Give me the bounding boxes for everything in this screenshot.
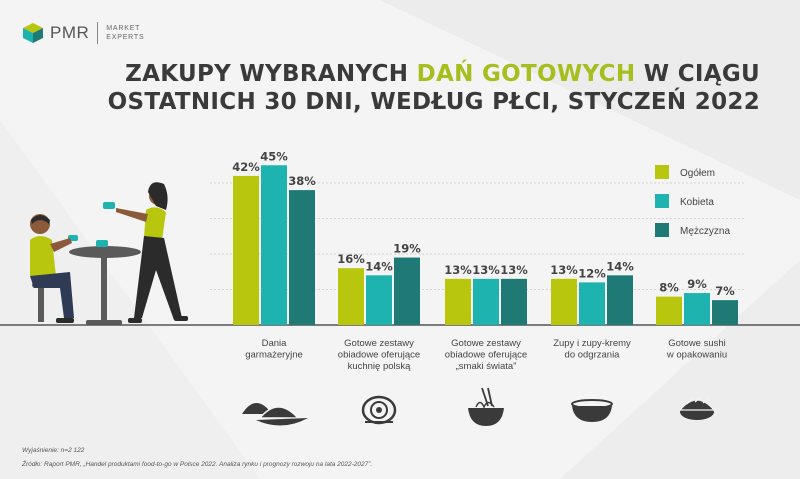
pasta-plate-icon	[361, 395, 397, 425]
bar	[366, 275, 392, 325]
bar	[289, 190, 315, 325]
data-label: 14%	[365, 259, 393, 273]
man-arm	[50, 238, 72, 252]
footnote-explanation: Wyjaśnienie: n=2 122	[22, 447, 85, 454]
bar	[445, 278, 471, 325]
bar	[473, 278, 499, 325]
category-label: Gotowe zestawy obiadowe oferujące „smaki ś…	[445, 338, 527, 372]
woman-shirt	[144, 207, 166, 240]
category-icons	[242, 387, 716, 426]
legend-swatch	[655, 165, 669, 179]
man-hair	[31, 215, 50, 224]
data-label: 13%	[500, 263, 528, 277]
logo-divider	[97, 22, 99, 44]
legend-label: Ogółem	[680, 168, 715, 179]
bar	[656, 296, 682, 325]
bar	[712, 300, 738, 325]
noodle-bowl-icon	[468, 387, 504, 426]
bar	[233, 175, 259, 325]
data-label: 45%	[260, 149, 288, 163]
tagline-line1: MARKET	[106, 25, 141, 32]
data-label: 14%	[606, 259, 634, 273]
category-label: Dania garmażeryjne	[245, 338, 303, 361]
data-label: 12%	[578, 266, 606, 280]
data-label: 38%	[288, 174, 316, 188]
bar	[579, 282, 605, 325]
man-shoe	[56, 318, 74, 323]
woman-arm	[116, 208, 148, 222]
dumplings-icon	[242, 403, 308, 426]
bar	[338, 268, 364, 325]
data-label: 42%	[232, 160, 260, 174]
table-base	[86, 320, 122, 325]
data-label: 13%	[472, 263, 500, 277]
woman-shoe	[128, 318, 142, 323]
legend-label: Mężczyzna	[680, 226, 730, 237]
legend: Ogółem Kobieta Mężczyzna	[655, 165, 730, 237]
table-leg	[101, 256, 107, 324]
value-labels: 42%16%13% 13%8%45%14% 13% 12%9%38%19%13% 14%…	[232, 149, 735, 298]
soup-bowl-icon	[571, 399, 613, 422]
data-label: 19%	[393, 242, 421, 256]
cup-icon	[103, 202, 115, 209]
bar	[394, 257, 420, 325]
category-label: Gotowe zestawy obiadowe oferujące kuchnię …	[338, 338, 420, 372]
bar	[261, 165, 287, 325]
title-prefix: ZAKUPY WYBRANYCH	[125, 61, 417, 87]
data-label: 7%	[715, 284, 735, 298]
data-label: 13%	[550, 263, 578, 277]
brand-logo: PMR MARKET EXPERTS	[22, 22, 144, 44]
man-shirt	[30, 236, 56, 276]
category-label: Zupy i zupy-kremy do odgrzania	[553, 338, 631, 361]
title-line2: OSTATNICH 30 DNI, WEDŁUG PŁCI, STYCZEŃ 2…	[107, 89, 760, 115]
category-label: Gotowe sushi w opakowaniu	[666, 338, 727, 361]
data-label: 9%	[687, 277, 707, 291]
data-label: 8%	[659, 281, 679, 295]
footnote-source: Źródło: Raport PMR, „Handel produktami f…	[22, 461, 373, 468]
data-label: 13%	[444, 263, 472, 277]
woman-shoe	[174, 316, 188, 321]
pmr-cube-icon	[23, 23, 43, 43]
legend-label: Kobieta	[680, 197, 714, 208]
legend-swatch	[655, 223, 669, 237]
bar	[501, 278, 527, 325]
woman-hair	[148, 182, 168, 210]
brand-tagline: MARKET EXPERTS	[106, 24, 144, 42]
bar	[684, 293, 710, 325]
bars	[233, 165, 738, 325]
man-legs	[30, 272, 74, 318]
table-top	[69, 246, 141, 258]
category-labels: Dania garmażeryjne Gotowe zestawy obiadowe …	[245, 338, 727, 372]
bar	[551, 278, 577, 325]
brand-name: PMR	[50, 23, 90, 42]
stool-leg	[38, 288, 44, 322]
chart-title: ZAKUPY WYBRANYCH DAŃ GOTOWYCH W CIĄGU OS…	[108, 60, 760, 116]
title-suffix: W CIĄGU	[635, 61, 760, 87]
data-label: 16%	[337, 252, 365, 266]
legend-swatch	[655, 194, 669, 208]
sushi-icon	[678, 396, 716, 420]
cup-icon	[96, 240, 108, 247]
tagline-line2: EXPERTS	[106, 34, 145, 41]
illustration-people-at-table	[30, 182, 188, 325]
title-highlight: DAŃ GOTOWYCH	[416, 61, 636, 87]
title-line1: ZAKUPY WYBRANYCH DAŃ GOTOWYCH W CIĄGU	[108, 60, 760, 88]
bar	[607, 275, 633, 325]
woman-legs	[134, 236, 182, 320]
